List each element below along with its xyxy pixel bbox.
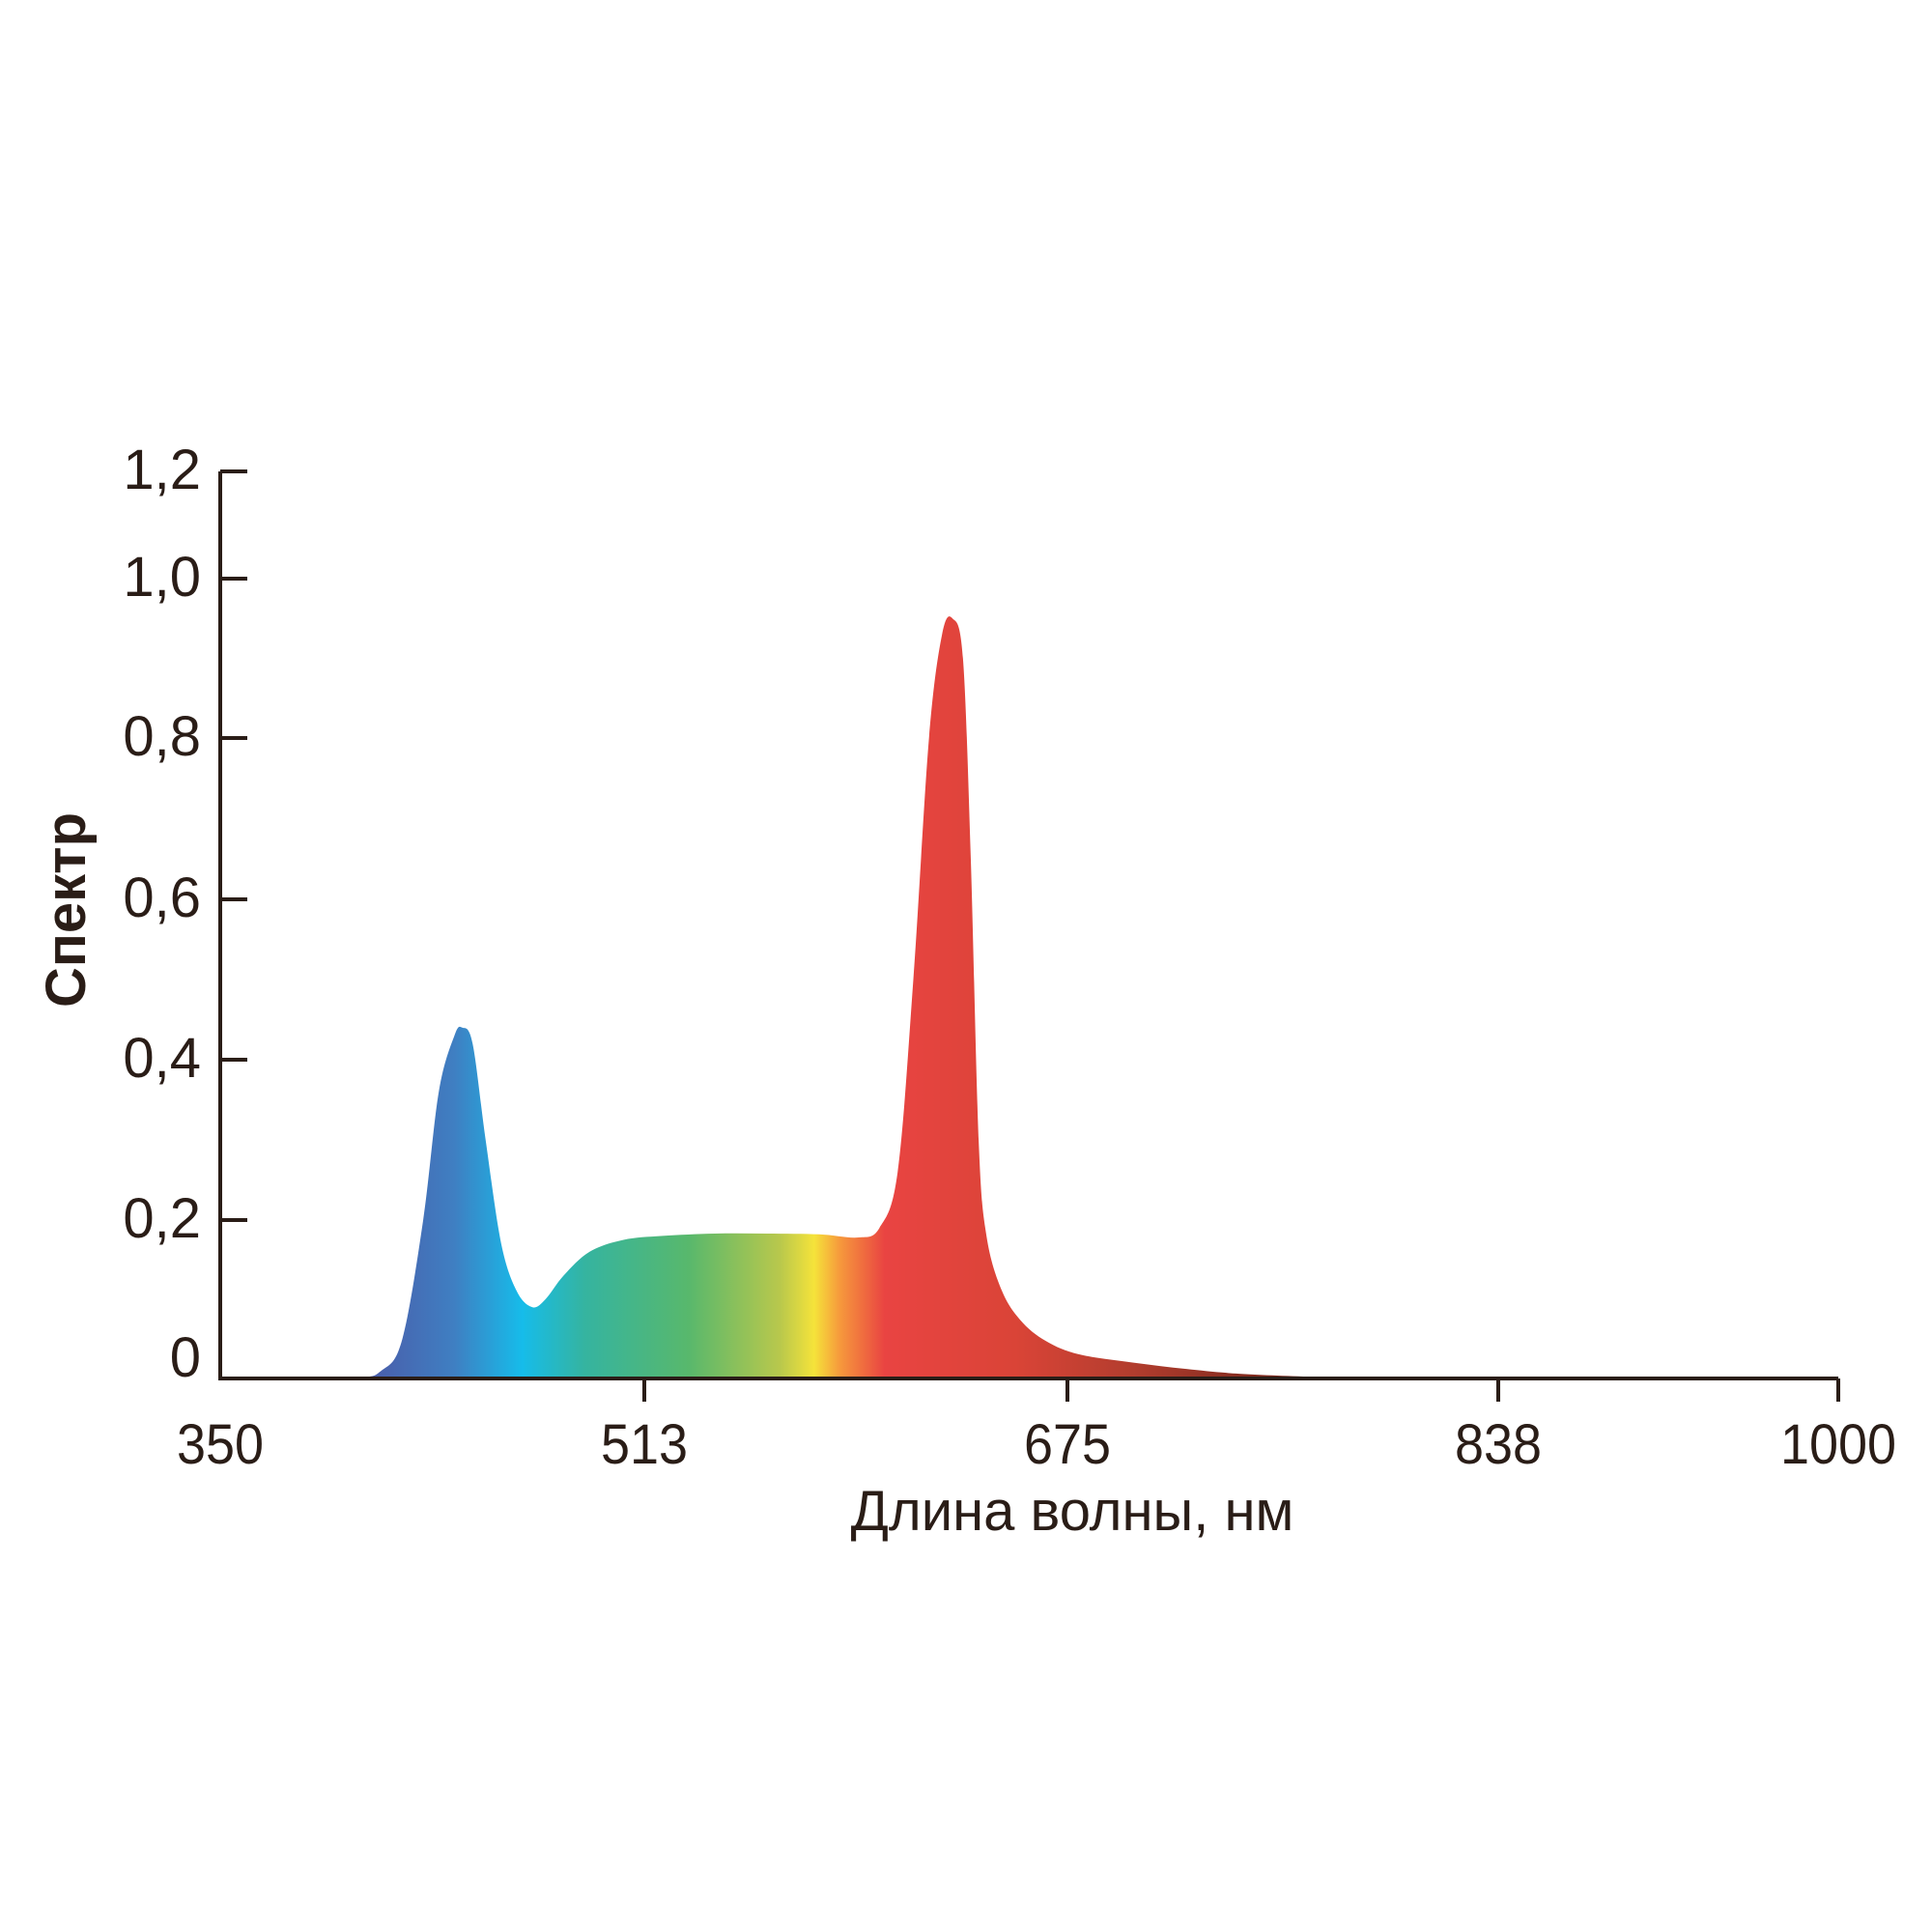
x-tick-label: 513 xyxy=(601,1413,688,1476)
x-tick-label: 675 xyxy=(1024,1413,1111,1476)
y-tick-label: 1,0 xyxy=(123,546,201,609)
y-tick-label: 0,8 xyxy=(123,705,201,768)
x-tick-label: 350 xyxy=(177,1413,264,1476)
y-tick-label: 1,2 xyxy=(123,439,201,501)
x-tick-label: 1000 xyxy=(1780,1413,1896,1476)
y-tick-label: 0,2 xyxy=(123,1187,201,1250)
y-tick-label: 0 xyxy=(170,1326,201,1389)
x-axis-label: Длина волны, нм xyxy=(851,1480,1294,1543)
x-tick-label: 838 xyxy=(1455,1413,1542,1476)
y-tick-label: 0,6 xyxy=(123,867,201,929)
y-tick-label: 0,4 xyxy=(123,1027,201,1090)
spectrum-area xyxy=(220,616,1838,1378)
y-axis-label: Спектр xyxy=(35,812,98,1008)
